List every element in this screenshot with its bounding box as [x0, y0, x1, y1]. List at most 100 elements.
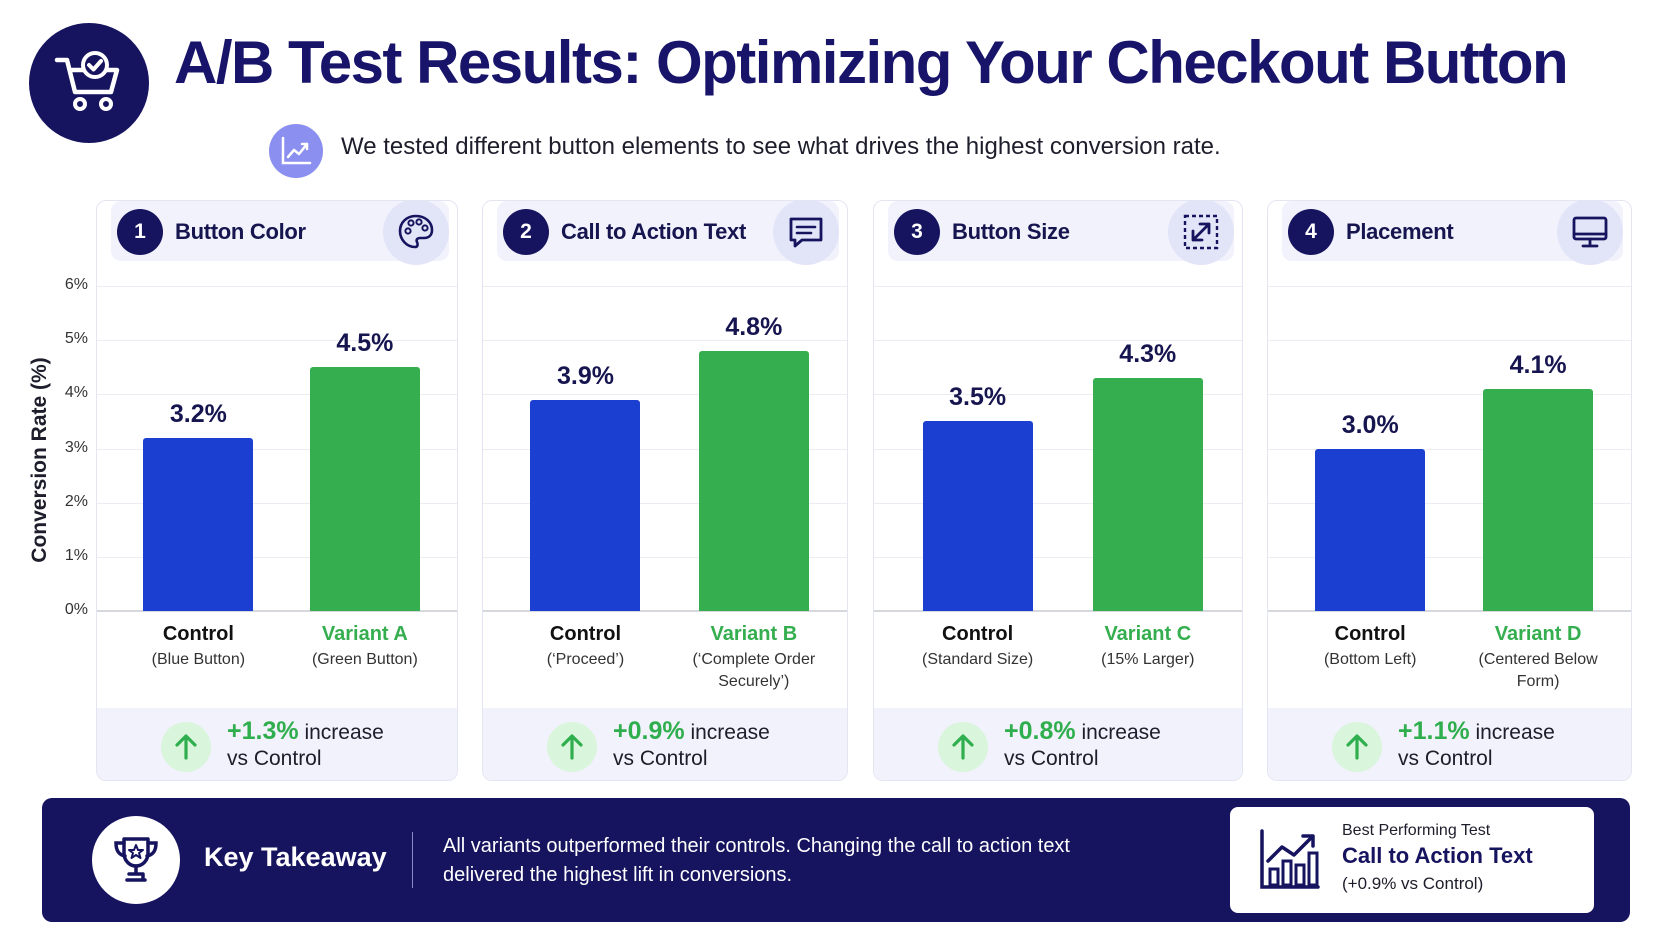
category-description: (Blue Button)	[151, 651, 246, 668]
gridline	[1268, 394, 1631, 396]
category-description: (Green Button)	[311, 651, 418, 668]
gridline	[97, 394, 457, 396]
control-bar	[922, 421, 1033, 611]
lift-word: increase	[1475, 721, 1555, 744]
lift-word: increase	[304, 721, 384, 744]
panel-header: 4 Placement	[1282, 201, 1623, 265]
y-tick-label: 5%	[64, 330, 88, 348]
gridline	[483, 394, 847, 396]
category-description: (Centered Below Form)	[1478, 651, 1598, 690]
lift-word: increase	[1081, 721, 1161, 744]
plot-area: 3.0% Control (Bottom Left) 4.1% Variant D (Ce…	[1268, 201, 1631, 690]
gridline	[874, 340, 1242, 342]
category-description: (‘Complete Order Securely’)	[692, 651, 816, 690]
lift-badge	[1332, 722, 1382, 772]
shopping-cart-check-icon	[54, 51, 120, 111]
gridline	[1268, 556, 1631, 558]
test-panel: 3.2% Control (Blue Button) 4.5% Variant A (Gr…	[96, 200, 458, 781]
gridline	[483, 502, 847, 504]
test-panel: 3.0% Control (Bottom Left) 4.1% Variant D (Ce…	[1267, 200, 1632, 781]
category-name: Control	[1334, 623, 1406, 645]
gridline	[97, 340, 457, 342]
gridline	[874, 502, 1242, 504]
lift-reference: vs Control	[613, 747, 708, 770]
gridline	[483, 556, 847, 558]
gridline	[483, 286, 847, 287]
page-subtitle: We tested different button elements to s…	[341, 133, 1221, 160]
test-panel: 3.5% Control (Standard Size) 4.3% Variant C (…	[873, 200, 1243, 781]
arrow-up-icon	[952, 734, 974, 760]
category-name: Control	[162, 623, 234, 645]
category-name: Variant D	[1494, 623, 1582, 645]
panel-number: 4	[1288, 209, 1334, 255]
trophy-icon	[114, 837, 158, 882]
takeaway-title: Key Takeaway	[204, 842, 387, 872]
lift-text: +1.1% increase vs Control	[1398, 718, 1555, 772]
lift-word: increase	[690, 721, 770, 744]
panel-number: 2	[503, 209, 549, 255]
category-description: (‘Proceed’)	[546, 651, 625, 668]
subtitle-badge	[269, 124, 323, 178]
bar-value-label: 4.3%	[1119, 340, 1177, 369]
divider	[412, 832, 413, 888]
y-tick-label: 2%	[64, 492, 88, 510]
y-tick-label: 1%	[64, 546, 88, 564]
takeaway-text: All variants outperformed their controls…	[443, 835, 1070, 886]
bar-value-label: 4.1%	[1509, 350, 1567, 379]
panel-number: 1	[117, 209, 163, 255]
gridline	[483, 448, 847, 450]
panel-header: 2 Call to Action Text	[497, 201, 839, 265]
panel-title: Button Color	[175, 219, 306, 244]
y-tick-label: 0%	[64, 601, 88, 618]
monitor-icon	[1572, 216, 1608, 248]
lift-reference: vs Control	[227, 747, 322, 770]
bar-value-label: 4.5%	[336, 329, 394, 358]
y-tick-label: 4%	[64, 384, 88, 402]
variant-bar	[309, 367, 420, 611]
gridline	[97, 448, 457, 450]
x-axis-line	[483, 610, 847, 612]
panel-footer: +1.3% increase vs Control	[97, 708, 457, 780]
test-panel: 3.9% Control (‘Proceed’) 4.8% Variant B (‘Com…	[482, 200, 848, 781]
gridline	[1268, 286, 1631, 287]
panel-icon-badge	[1557, 201, 1623, 265]
category-name: Variant B	[710, 623, 798, 645]
control-bar	[1315, 448, 1426, 611]
category-name: Control	[942, 623, 1014, 645]
bar-value-label: 3.2%	[169, 399, 227, 428]
gridline	[874, 286, 1242, 287]
chat-message-icon	[789, 217, 823, 248]
bar-value-label: 3.9%	[556, 361, 614, 390]
bar-value-label: 4.8%	[725, 313, 783, 341]
x-axis-line	[97, 610, 457, 612]
gridline	[874, 556, 1242, 558]
lift-badge	[161, 722, 211, 772]
category-description: (Standard Size)	[922, 651, 1034, 668]
gridline	[874, 394, 1242, 396]
lift-reference: vs Control	[1004, 747, 1099, 770]
panel-icon-badge	[383, 201, 449, 265]
resize-arrows-icon	[1183, 214, 1219, 250]
best-performing-card: Best Performing Test Call to Action Text…	[1230, 807, 1594, 913]
x-axis-line	[874, 610, 1242, 612]
logo	[29, 23, 149, 143]
plot-area: 3.2% Control (Blue Button) 4.5% Variant A (Gr…	[97, 201, 457, 668]
lift-text: +0.9% increase vs Control	[613, 718, 770, 772]
category-name: Variant A	[321, 623, 408, 645]
panel-footer: +0.9% increase vs Control	[483, 708, 847, 780]
control-bar	[530, 399, 641, 611]
lift-badge	[547, 722, 597, 772]
panel-footer: +1.1% increase vs Control	[1268, 708, 1631, 780]
gridline	[874, 448, 1242, 450]
page-title: A/B Test Results: Optimizing Your Checko…	[174, 29, 1569, 96]
best-performing-name: Call to Action Text	[1342, 843, 1533, 868]
best-performing-label: Best Performing Test	[1342, 822, 1491, 839]
category-name: Control	[549, 623, 622, 645]
gridline	[97, 502, 457, 504]
lift-value: +1.3%	[227, 717, 299, 745]
plot-area: 3.5% Control (Standard Size) 4.3% Variant C (…	[874, 201, 1242, 668]
trophy-badge	[92, 816, 180, 904]
panel-header: 1 Button Color	[111, 201, 449, 265]
lift-value: +1.1%	[1398, 717, 1470, 745]
category-description: (Bottom Left)	[1323, 651, 1417, 668]
